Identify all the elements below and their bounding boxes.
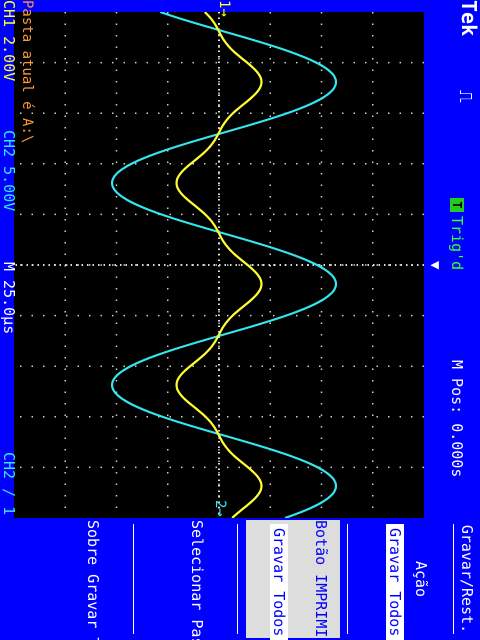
trigger-edge-icon: ⎍ bbox=[455, 90, 476, 103]
trigger-status-icon: T bbox=[450, 198, 464, 212]
menu-item-botao-imprimir-label: Botão IMPRIMIR bbox=[312, 520, 330, 640]
folder-status: Pasta atual é A:\ bbox=[19, 0, 35, 144]
menu-divider bbox=[453, 524, 454, 634]
ch1-waveform bbox=[175, 12, 263, 518]
menu-divider bbox=[237, 524, 238, 634]
trigger-position-marker-icon: ▼ bbox=[427, 261, 443, 270]
brand-logo: Tek bbox=[457, 0, 480, 37]
waveform-plot bbox=[14, 12, 424, 518]
ch1-scale: CH1 2.00V bbox=[0, 0, 18, 82]
timebase: M 25.0µs bbox=[0, 262, 18, 335]
menu-item-acao-value: Gravar Todos bbox=[386, 524, 404, 640]
menu-item-acao-label: Ação bbox=[412, 560, 430, 598]
side-menu: Gravar/Rest. Ação Gravar Todos Botão IMP… bbox=[0, 518, 480, 640]
horizontal-position: M Pos: 0.000s bbox=[448, 360, 466, 478]
menu-item-sobre-gravar-todos[interactable]: Sobre Gravar Todos bbox=[40, 520, 126, 640]
menu-item-botao-imprimir[interactable]: Botão IMPRIMIR Gravar Todos bbox=[246, 520, 340, 640]
menu-divider bbox=[347, 524, 348, 634]
menu-item-acao[interactable]: Ação Gravar Todos bbox=[356, 520, 442, 640]
menu-title: Gravar/Rest. bbox=[458, 524, 476, 634]
menu-item-sobre-gravar-todos-label: Sobre Gravar Todos bbox=[84, 520, 102, 640]
trigger-status: Trig'd bbox=[448, 216, 466, 271]
menu-divider bbox=[133, 524, 134, 634]
menu-item-selecionar-pasta[interactable]: Selecionar Pasta bbox=[144, 520, 230, 640]
waveform-screen bbox=[14, 12, 424, 518]
ch2-scale: CH2 5.00V bbox=[0, 130, 18, 212]
ch1-ground-marker: 1→ bbox=[216, 0, 232, 17]
menu-item-selecionar-pasta-label: Selecionar Pasta bbox=[188, 520, 206, 640]
ch2-ground-marker: 2→ bbox=[212, 500, 228, 517]
menu-item-botao-imprimir-value: Gravar Todos bbox=[270, 524, 288, 640]
